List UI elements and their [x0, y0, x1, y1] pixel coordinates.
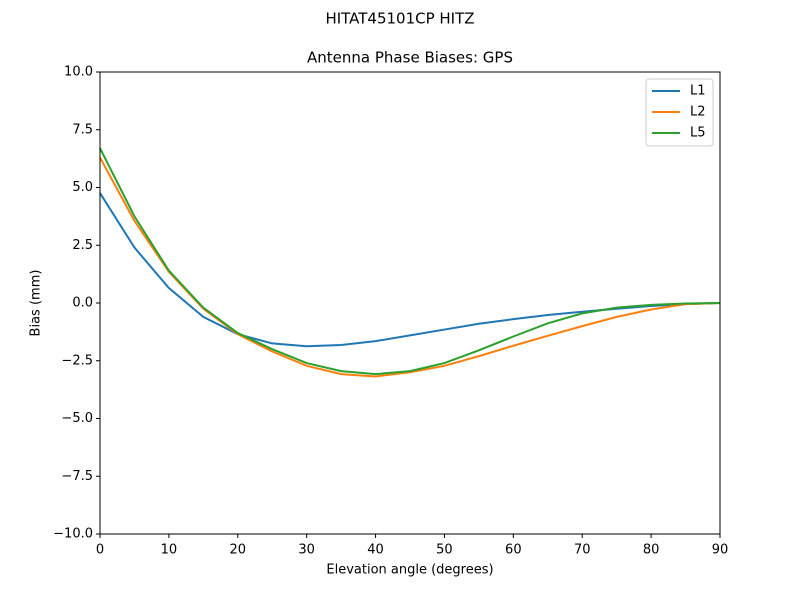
y-tick-label: 2.5 — [72, 238, 93, 253]
y-tick-label: −2.5 — [61, 353, 93, 368]
line-series — [99, 147, 721, 376]
x-tick-label: 90 — [712, 543, 729, 558]
x-tick-label: 50 — [436, 543, 453, 558]
line-series — [99, 156, 721, 378]
x-tick-label: 80 — [643, 543, 660, 558]
y-tick-label: −5.0 — [61, 411, 93, 426]
chart-title: Antenna Phase Biases: GPS — [307, 49, 513, 67]
x-tick-label: 30 — [298, 543, 315, 558]
y-axis-label: Bias (mm) — [29, 270, 44, 337]
x-tick-label: 10 — [161, 543, 178, 558]
y-tick-label: −7.5 — [61, 469, 93, 484]
plot-frame — [99, 71, 721, 535]
x-tick-label: 40 — [367, 543, 384, 558]
y-tick-label: 10.0 — [64, 65, 93, 80]
y-tick-label: −10.0 — [53, 527, 93, 542]
x-tick-label: 20 — [230, 543, 247, 558]
legend-label: L2 — [690, 105, 706, 120]
y-tick-label: 0.0 — [72, 296, 93, 311]
legend-label: L5 — [690, 126, 706, 141]
y-tick-label: 5.0 — [72, 180, 93, 195]
legend-label: L1 — [690, 84, 706, 99]
x-tick-label: 0 — [96, 543, 104, 558]
x-axis-label: Elevation angle (degrees) — [326, 563, 493, 578]
line-series — [99, 192, 721, 348]
x-tick-label: 70 — [574, 543, 591, 558]
x-tick-label: 60 — [505, 543, 522, 558]
suptitle: HITAT45101CP HITZ — [325, 10, 474, 28]
y-tick-label: 7.5 — [72, 122, 93, 137]
